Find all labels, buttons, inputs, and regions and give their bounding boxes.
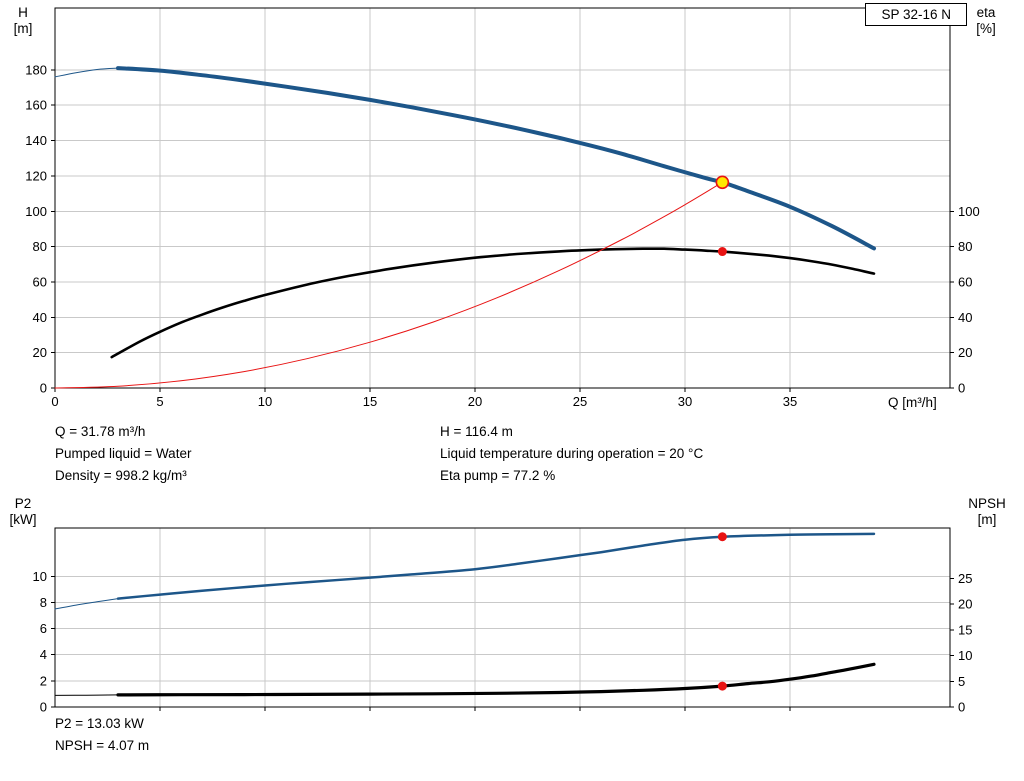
tick-label: 0 (40, 700, 47, 715)
tick-label: 6 (40, 621, 47, 636)
tick-label: 35 (783, 394, 797, 409)
liquid-temperature-value: Liquid temperature during operation = 20… (440, 446, 704, 461)
head-value: H = 116.4 m (440, 424, 513, 439)
p2-axis-name: P2 (14, 496, 32, 511)
h-axis-name: H (18, 5, 28, 20)
tick-label: 15 (363, 394, 377, 409)
tick-label: 80 (958, 239, 972, 254)
duty-point[interactable] (715, 175, 730, 190)
tick-label: 0 (958, 381, 965, 396)
hq-chart[interactable]: 0 5 10 15 20 25 30 35 0 20 40 60 80 100 120 140 160 180 0 2… (25, 7, 980, 409)
plot-border (54, 7, 951, 389)
tick-label: 2 (40, 673, 47, 688)
flow-value: Q = 31.78 m³/h (55, 424, 146, 439)
tick-label: 5 (958, 674, 965, 689)
tick-label: 120 (25, 168, 47, 183)
tick-label: 140 (25, 133, 47, 148)
tick-label: 0 (40, 381, 47, 396)
tick-label: 10 (258, 394, 272, 409)
p2-axis-unit: [kW] (9, 512, 37, 527)
npsh-value: NPSH = 4.07 m (55, 738, 150, 753)
system-curve (54, 181, 723, 389)
head-curve-thin (54, 67, 119, 78)
eta-axis-name: eta (976, 5, 996, 20)
tick-label: 160 (25, 98, 47, 113)
eta-operating-point[interactable] (717, 247, 727, 257)
tick-label: 40 (33, 310, 47, 325)
p2-value: P2 = 13.03 kW (55, 716, 144, 731)
tick-label: 180 (25, 62, 47, 77)
tick-label: 20 (33, 345, 47, 360)
plot-border (54, 527, 951, 708)
p2-axis-label: P2 [kW] (0, 496, 46, 528)
tick-label: 80 (33, 239, 47, 254)
tick-label: 10 (958, 648, 972, 663)
tick-label: 8 (40, 595, 47, 610)
eta-axis-label: eta [%] (963, 5, 1009, 37)
tick-label: 25 (573, 394, 587, 409)
tick-label: 60 (33, 274, 47, 289)
pumped-liquid-value: Pumped liquid = Water (55, 446, 192, 461)
eta-curve (110, 247, 876, 359)
tick-label: 20 (468, 394, 482, 409)
tick-label: 15 (958, 622, 972, 637)
p2-operating-point[interactable] (717, 532, 727, 542)
h-axis-label: H [m] (2, 5, 44, 37)
npsh-operating-point[interactable] (717, 681, 727, 691)
tick-label: 0 (51, 394, 58, 409)
npsh-axis-unit: [m] (977, 512, 997, 527)
tick-label: 20 (958, 345, 972, 360)
operating-data-bottom: P2 = 13.03 kW NPSH = 4.07 m (55, 713, 149, 757)
operating-data-right: H = 116.4 m Liquid temperature during op… (440, 421, 703, 487)
eta-axis-unit: [%] (976, 21, 996, 36)
npsh-axis-label: NPSH [m] (958, 496, 1016, 528)
tick-label: 5 (156, 394, 163, 409)
tick-label: 25 (958, 571, 972, 586)
tick-label: 10 (33, 569, 47, 584)
tick-label: 4 (40, 647, 47, 662)
p2-curve (116, 532, 876, 600)
tick-label: 60 (958, 274, 972, 289)
h-axis-unit: [m] (13, 21, 33, 36)
tick-label: 30 (678, 394, 692, 409)
density-value: Density = 998.2 kg/m³ (55, 468, 187, 483)
tick-label: 20 (958, 597, 972, 612)
tick-label: 100 (25, 204, 47, 219)
npsh-axis-name: NPSH (968, 496, 1006, 511)
pump-name-box: SP 32-16 N (865, 3, 967, 26)
head-curve (116, 66, 876, 251)
npsh-curve (116, 662, 876, 697)
npsh-curve-thin (54, 694, 119, 696)
tick-label: 0 (958, 700, 965, 715)
p2-npsh-chart[interactable]: 0 2 4 6 8 10 0 5 10 15 20 25 (33, 527, 973, 715)
operating-data-left: Q = 31.78 m³/h Pumped liquid = Water Den… (55, 421, 191, 487)
tick-label: 100 (958, 204, 980, 219)
eta-pump-value: Eta pump = 77.2 % (440, 468, 556, 483)
p2-curve-thin (54, 598, 119, 610)
tick-label: 40 (958, 310, 972, 325)
q-axis-label: Q [m³/h] (888, 395, 937, 410)
